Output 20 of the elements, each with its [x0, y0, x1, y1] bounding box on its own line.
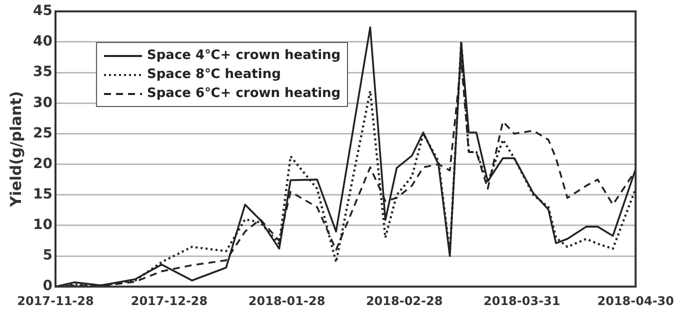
y-tick-label: 15	[33, 186, 52, 203]
y-tick-label: 10	[33, 217, 53, 234]
y-tick-label: 0	[42, 278, 53, 294]
legend-label: Space 4℃+ crown heating	[147, 47, 341, 65]
x-tick-label: 2018-01-28	[248, 294, 326, 308]
y-tick-label: 45	[33, 3, 52, 20]
y-tick-label: 5	[42, 248, 52, 264]
x-tick-label: 2018-04-30	[597, 294, 674, 308]
x-tick-label: 2017-12-28	[130, 294, 208, 308]
legend-label: Space 8℃ heating	[147, 66, 281, 84]
y-axis-title: Yield(g/plant)	[6, 91, 25, 208]
x-tick-label: 2017-11-28	[17, 294, 94, 308]
y-tick-label: 25	[33, 125, 52, 142]
legend-label: Space 6℃+ crown heating	[147, 85, 341, 103]
y-tick-label: 30	[33, 94, 53, 111]
y-tick-label: 20	[33, 156, 53, 172]
x-tick-label: 2018-03-31	[483, 294, 560, 308]
y-tick-label: 40	[33, 34, 53, 50]
x-tick-label: 2018-02-28	[366, 294, 443, 308]
y-tick-label: 35	[33, 64, 52, 80]
